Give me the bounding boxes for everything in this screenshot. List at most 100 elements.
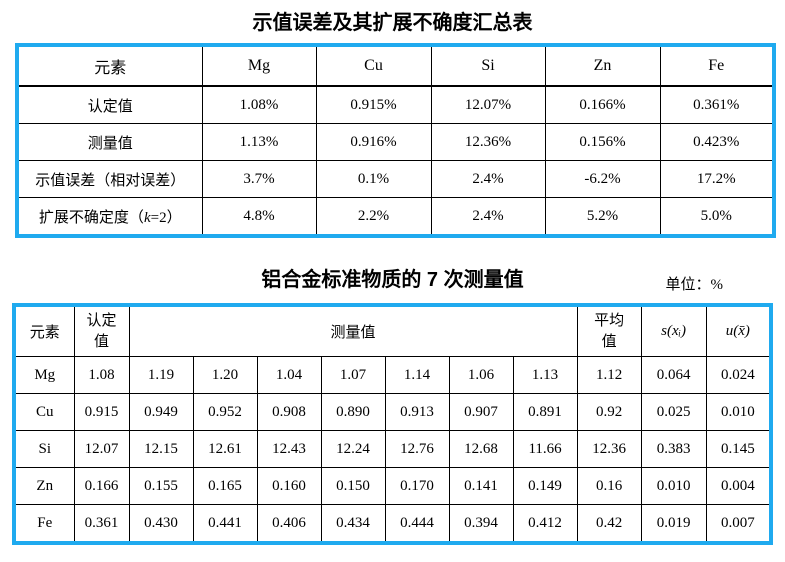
cell-certified: 1.08 [73,356,130,394]
header-measured-values: 测量值 [128,304,578,357]
summary-header-zn: Zn [544,44,661,87]
table-row-cu: Cu 0.915 0.949 0.952 0.908 0.890 0.913 0… [13,393,772,431]
measurements-header-row: 元素 认定 值 测量值 平均 值 s(xᵢ) u(x̄) [13,304,772,357]
cell-measurement: 0.908 [256,393,322,431]
cell-measurement: 0.949 [128,393,194,431]
measurements-title-row: 铝合金标准物质的 7 次测量值 单位：% [0,268,785,294]
table-row-zn: Zn 0.166 0.155 0.165 0.160 0.150 0.170 0… [13,467,772,505]
cell-measurement: 0.155 [128,467,194,505]
measurements-table-title: 铝合金标准物质的 7 次测量值 [261,269,524,291]
cell-mean: 0.16 [576,467,642,505]
cell-measurement: 0.160 [256,467,322,505]
cell-measurement: 12.24 [320,430,386,468]
label-text: =2） [150,209,182,226]
cell-value: 0.166% [544,85,661,124]
cell-certified: 12.07 [73,430,130,468]
cell-value: 0.361% [659,85,775,124]
row-label: 认定值 [16,85,203,124]
cell-uncert: 0.024 [705,356,772,394]
header-certified-value: 认定 值 [73,304,130,357]
cell-measurement: 1.04 [256,356,322,394]
summary-table: 元素 Mg Cu Si Zn Fe 认定值 1.08% 0.915% 12.07… [15,43,776,238]
cell-measurement: 12.15 [128,430,194,468]
k-symbol: k [143,209,151,226]
cell-uncert: 0.007 [705,504,772,544]
cell-value: 2.4% [430,160,546,198]
unit-label: 单位：% [665,277,724,293]
summary-header-cu: Cu [315,44,432,87]
cell-measurement: 12.43 [256,430,322,468]
summary-header-si: Si [430,44,546,87]
table-row-expanded-uncertainty: 扩展不确定度（k=2） 4.8% 2.2% 2.4% 5.2% 5.0% [16,197,775,237]
cell-certified: 0.166 [73,467,130,505]
cell-std: 0.010 [640,467,707,505]
header-mean-value: 平均 值 [576,304,642,357]
table-row-measured: 测量值 1.13% 0.916% 12.36% 0.156% 0.423% [16,123,775,161]
cell-mean: 0.42 [576,504,642,544]
cell-measurement: 0.150 [320,467,386,505]
cell-measurement: 0.141 [448,467,514,505]
cell-uncert: 0.010 [705,393,772,431]
table-row-indication-error: 示值误差（相对误差） 3.7% 0.1% 2.4% -6.2% 17.2% [16,160,775,198]
row-label: 示值误差（相对误差） [16,160,203,198]
cell-measurement: 0.394 [448,504,514,544]
cell-value: 2.2% [315,197,432,237]
cell-value: 0.916% [315,123,432,161]
table-row-mg: Mg 1.08 1.19 1.20 1.04 1.07 1.14 1.06 1.… [13,356,772,394]
cell-value: 5.0% [659,197,775,237]
cell-element: Cu [13,393,75,431]
row-label: 扩展不确定度（k=2） [16,197,203,237]
cell-value: 0.423% [659,123,775,161]
cell-measurement: 12.76 [384,430,450,468]
cell-value: 1.13% [201,123,317,161]
cell-value: 5.2% [544,197,661,237]
cell-value: 0.156% [544,123,661,161]
cell-std: 0.383 [640,430,707,468]
cell-measurement: 11.66 [512,430,578,468]
cell-value: 12.36% [430,123,546,161]
cell-std: 0.019 [640,504,707,544]
cell-element: Mg [13,356,75,394]
cell-certified: 0.915 [73,393,130,431]
cell-measurement: 0.891 [512,393,578,431]
cell-measurement: 0.430 [128,504,194,544]
summary-header-mg: Mg [201,44,317,87]
cell-mean: 0.92 [576,393,642,431]
cell-uncert: 0.145 [705,430,772,468]
cell-element: Fe [13,504,75,544]
cell-measurement: 1.13 [512,356,578,394]
cell-value: 2.4% [430,197,546,237]
cell-mean: 12.36 [576,430,642,468]
table-row-fe: Fe 0.361 0.430 0.441 0.406 0.434 0.444 0… [13,504,772,544]
summary-header-row: 元素 Mg Cu Si Zn Fe [16,44,775,87]
cell-measurement: 1.20 [192,356,258,394]
header-uncertainty: u(x̄) [705,304,772,357]
cell-value: 0.1% [315,160,432,198]
cell-measurement: 0.406 [256,504,322,544]
cell-std: 0.064 [640,356,707,394]
cell-certified: 0.361 [73,504,130,544]
cell-value: 0.915% [315,85,432,124]
table-row-si: Si 12.07 12.15 12.61 12.43 12.24 12.76 1… [13,430,772,468]
cell-value: 3.7% [201,160,317,198]
cell-measurement: 0.412 [512,504,578,544]
cell-element: Zn [13,467,75,505]
cell-measurement: 1.19 [128,356,194,394]
cell-measurement: 0.444 [384,504,450,544]
cell-measurement: 0.913 [384,393,450,431]
cell-element: Si [13,430,75,468]
header-std-deviation: s(xᵢ) [640,304,707,357]
cell-value: 12.07% [430,85,546,124]
cell-measurement: 0.907 [448,393,514,431]
summary-header-element: 元素 [16,44,203,87]
cell-measurement: 12.68 [448,430,514,468]
summary-header-fe: Fe [659,44,775,87]
label-text: 扩展不确定度（ [38,209,144,226]
row-label: 测量值 [16,123,203,161]
cell-value: 17.2% [659,160,775,198]
cell-measurement: 12.61 [192,430,258,468]
cell-measurement: 0.441 [192,504,258,544]
cell-measurement: 0.952 [192,393,258,431]
header-element: 元素 [13,304,75,357]
